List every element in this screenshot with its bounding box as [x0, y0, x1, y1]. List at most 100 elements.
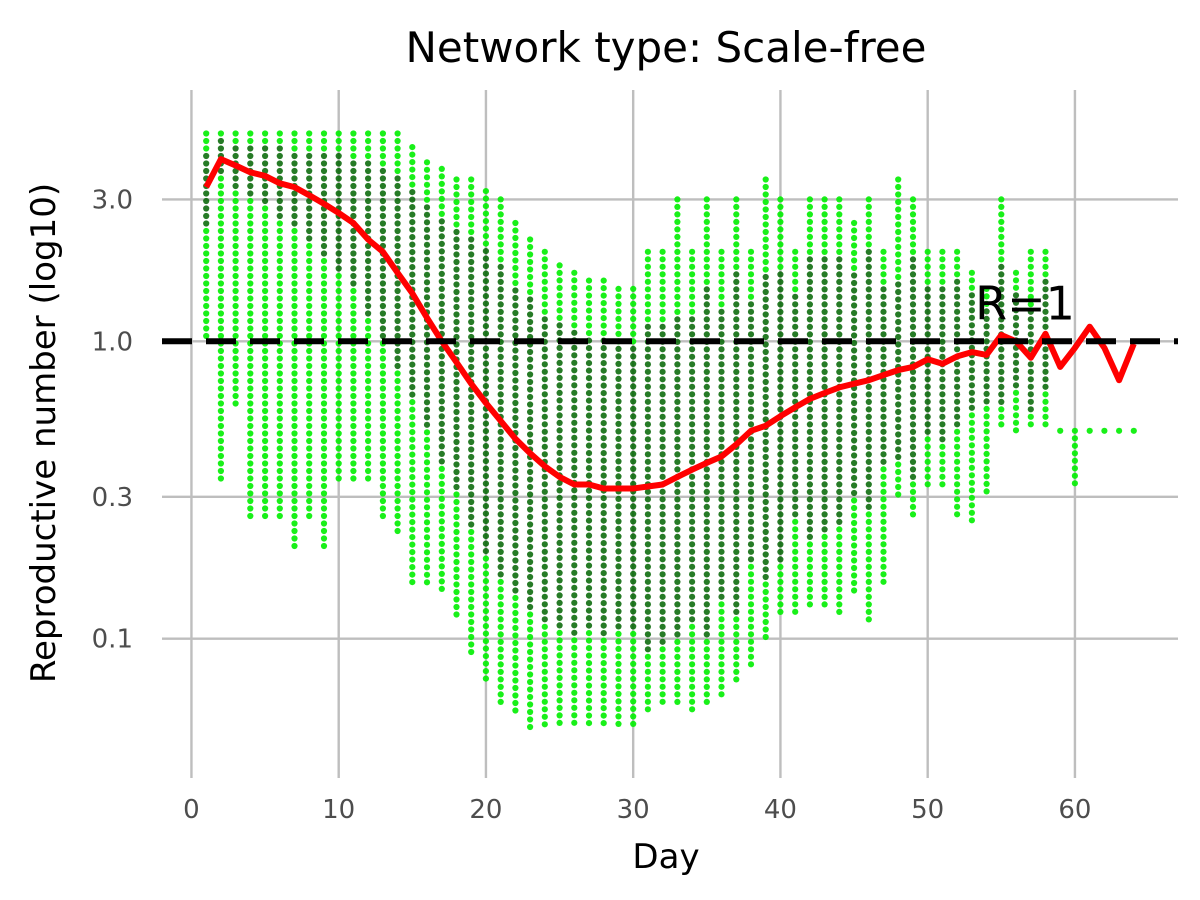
data-point — [468, 483, 475, 491]
data-point — [703, 301, 710, 308]
data-point — [423, 264, 431, 271]
data-point — [276, 205, 283, 212]
data-point — [247, 242, 254, 250]
data-point — [423, 549, 431, 556]
data-point — [1071, 427, 1078, 434]
data-point — [497, 301, 504, 308]
data-point — [571, 682, 578, 689]
data-point — [423, 414, 431, 421]
data-point — [851, 579, 858, 587]
data-point — [954, 436, 961, 443]
data-point — [571, 539, 578, 546]
data-point — [1027, 376, 1034, 383]
data-point — [438, 195, 445, 202]
data-point — [909, 391, 917, 398]
data-point — [482, 285, 489, 292]
data-point — [497, 676, 504, 683]
data-point — [585, 450, 593, 457]
data-point — [1027, 286, 1034, 293]
data-point — [630, 465, 637, 472]
data-point — [762, 551, 769, 558]
data-point — [556, 682, 563, 689]
data-point — [615, 645, 622, 653]
data-point — [247, 197, 254, 205]
data-point — [306, 242, 313, 250]
data-point — [203, 130, 210, 137]
data-point — [320, 505, 328, 512]
data-point — [438, 585, 445, 593]
data-point — [600, 720, 607, 727]
data-point — [747, 496, 755, 503]
data-point — [585, 292, 593, 299]
data-point — [836, 226, 843, 233]
data-point — [247, 212, 254, 220]
data-point — [924, 406, 931, 413]
data-point — [482, 420, 489, 427]
data-point — [1027, 308, 1034, 315]
data-point — [468, 416, 475, 423]
data-point — [836, 323, 843, 330]
data-point — [438, 450, 445, 457]
data-point — [276, 272, 283, 280]
data-point — [777, 286, 784, 293]
data-point — [895, 176, 902, 183]
data-point — [762, 333, 769, 341]
data-point — [644, 263, 652, 270]
data-point — [365, 212, 372, 220]
data-point — [350, 302, 357, 310]
data-point — [556, 344, 563, 351]
data-point — [585, 555, 593, 562]
data-point — [659, 331, 666, 338]
data-point — [689, 263, 696, 270]
data-point — [217, 460, 224, 467]
data-point — [733, 533, 740, 541]
data-point — [659, 578, 666, 585]
data-point — [998, 271, 1005, 278]
data-point — [394, 280, 401, 287]
data-point — [703, 601, 710, 608]
data-point — [865, 616, 872, 623]
data-point — [762, 408, 769, 416]
data-point — [674, 286, 681, 293]
data-point — [983, 308, 990, 315]
data-point — [320, 452, 328, 460]
data-point — [394, 415, 401, 422]
data-point — [350, 377, 357, 385]
data-point — [659, 473, 666, 480]
data-point — [880, 361, 887, 368]
data-point — [482, 570, 489, 577]
data-point — [497, 488, 504, 495]
data-point — [556, 419, 563, 426]
data-point — [527, 408, 534, 416]
data-point — [571, 487, 578, 494]
data-point — [350, 310, 357, 317]
data-point — [203, 167, 210, 175]
data-point — [585, 562, 593, 569]
data-point — [644, 616, 652, 623]
data-point — [792, 593, 799, 600]
data-point — [335, 415, 342, 422]
data-point — [365, 152, 372, 160]
data-point — [762, 296, 769, 303]
data-point — [674, 421, 681, 428]
data-point — [556, 659, 563, 667]
data-point — [291, 280, 298, 287]
data-point — [438, 533, 445, 540]
data-point — [880, 383, 887, 390]
data-point — [909, 473, 917, 480]
data-point — [438, 165, 445, 172]
data-point — [703, 473, 710, 480]
data-point — [423, 211, 431, 218]
data-point — [585, 540, 593, 547]
data-point — [350, 190, 357, 197]
data-point — [659, 458, 666, 465]
data-point — [703, 436, 710, 443]
data-point — [733, 271, 740, 278]
data-point — [335, 250, 342, 257]
data-point — [836, 436, 843, 443]
data-point — [409, 166, 416, 173]
data-point — [335, 437, 342, 445]
data-point — [689, 481, 696, 488]
data-point — [541, 601, 548, 608]
data-point — [468, 491, 475, 498]
